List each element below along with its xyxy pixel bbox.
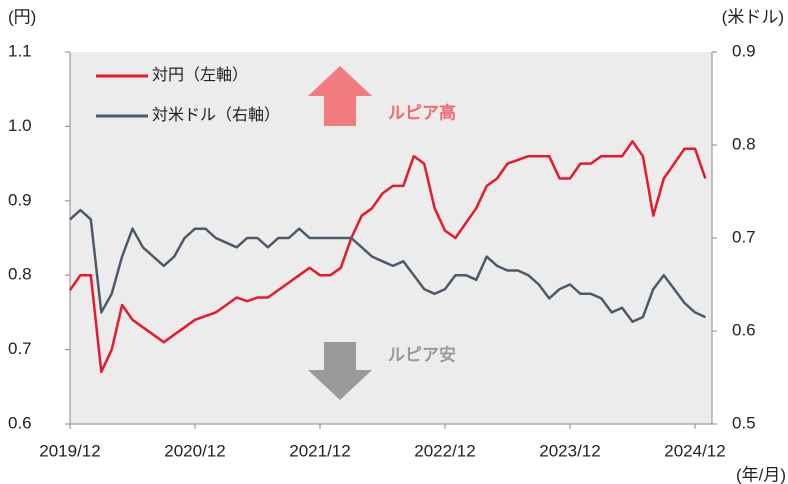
y-tick-label: 0.7 [8, 339, 32, 358]
legend-label: 対米ドル（右軸） [152, 106, 280, 124]
y2-tick-label: 0.7 [732, 227, 756, 246]
series-line [68, 140, 707, 374]
y2-tick-label: 0.5 [732, 413, 756, 432]
y2-tick-label: 0.9 [732, 41, 756, 60]
x-tick-label: 2023/12 [539, 441, 600, 460]
series-line [69, 208, 706, 323]
y2-tick-label: 0.6 [732, 320, 756, 339]
x-tick-label: 2022/12 [414, 441, 475, 460]
x-axis-label: (年/月) [736, 465, 786, 484]
y2-tick-label: 0.8 [732, 134, 756, 153]
y2-axis-label: (米ドル) [722, 7, 784, 26]
annotation: ルピア高 [388, 102, 456, 122]
up-arrow [308, 66, 372, 126]
annotation: ルピア安 [388, 344, 456, 364]
y-tick-label: 0.9 [8, 190, 32, 209]
y-tick-label: 0.8 [8, 265, 32, 284]
y-tick-label: 1.0 [8, 116, 32, 135]
x-tick-label: 2019/12 [39, 441, 100, 460]
plot-area [70, 52, 712, 424]
down-arrow [308, 342, 372, 400]
y-tick-label: 1.1 [8, 41, 32, 60]
x-tick-label: 2024/12 [664, 441, 725, 460]
y-tick-label: 0.6 [8, 413, 32, 432]
x-tick-label: 2021/12 [289, 441, 350, 460]
y-axis-label: (円) [8, 7, 36, 26]
x-tick-label: 2020/12 [164, 441, 225, 460]
legend-label: 対円（左軸） [152, 66, 248, 84]
